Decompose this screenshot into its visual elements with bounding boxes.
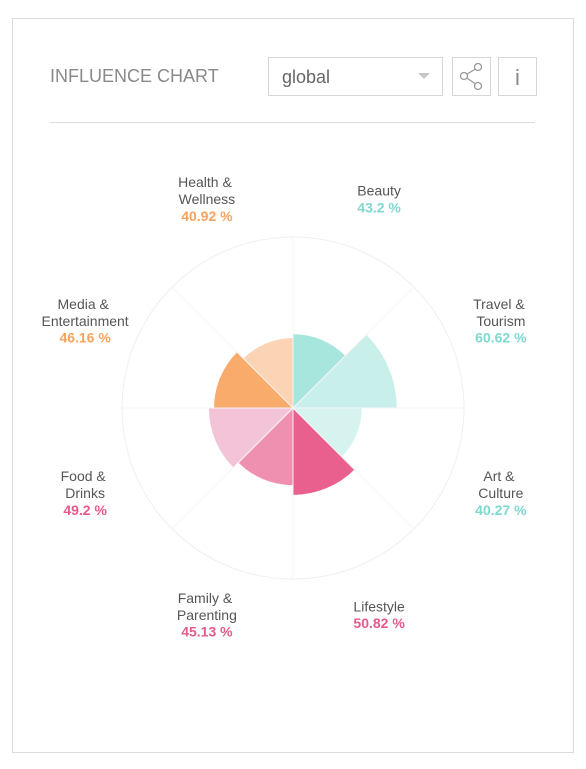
wedge (293, 408, 355, 495)
category-label: Beauty (357, 182, 401, 198)
spoke (292, 407, 415, 530)
spoke (171, 286, 294, 409)
category-label: Health & Wellness (178, 174, 236, 207)
category-label: Travel & Tourism (473, 296, 529, 329)
category-label: Art & Culture (478, 468, 523, 501)
wedge (293, 408, 362, 457)
dropdown-value[interactable]: global (282, 67, 330, 87)
value-label: 40.27 % (475, 502, 527, 518)
spoke (292, 286, 415, 409)
category-label: Family & Parenting (177, 590, 237, 623)
category-label: Lifestyle (353, 598, 405, 614)
value-label: 45.13 % (181, 624, 233, 640)
wedge (243, 338, 293, 408)
category-label: Media & Entertainment (42, 296, 129, 329)
widget-title: INFLUENCE CHART (50, 66, 219, 86)
value-label: 46.16 % (59, 330, 111, 346)
dropdown-box[interactable] (268, 57, 443, 96)
value-label: 40.92 % (181, 208, 233, 224)
dropdown-arrow[interactable] (418, 73, 430, 79)
info-label[interactable]: i (515, 65, 520, 90)
wedge (293, 334, 346, 408)
share-button[interactable] (452, 57, 491, 96)
value-label: 60.62 % (475, 330, 527, 346)
share-box[interactable] (452, 57, 491, 96)
info-box[interactable] (498, 57, 537, 96)
wedge (214, 352, 293, 408)
category-label: Food & Drinks (61, 468, 110, 501)
dropdown[interactable]: global (268, 57, 443, 96)
info-button[interactable]: i (498, 57, 537, 96)
share-icon[interactable] (459, 62, 483, 91)
wedge (293, 334, 397, 408)
wedge (238, 408, 293, 486)
spoke (171, 407, 294, 530)
value-label: 50.82 % (353, 615, 405, 631)
value-label: 43.2 % (357, 199, 401, 215)
value-label: 49.2 % (63, 502, 107, 518)
wedge (208, 408, 293, 468)
